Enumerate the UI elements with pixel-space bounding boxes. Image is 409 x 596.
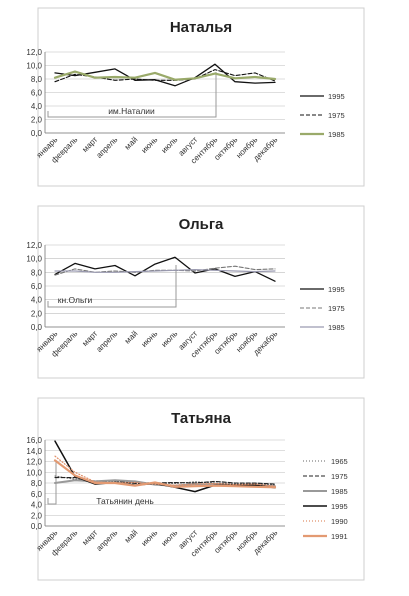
y-tick-label: 6,0 bbox=[31, 282, 43, 291]
legend-label: 1995 bbox=[331, 502, 348, 511]
y-tick-label: 8,0 bbox=[31, 479, 43, 488]
legend-label: 1995 bbox=[328, 92, 345, 101]
annotation-label: Татьянин день bbox=[96, 496, 154, 506]
y-tick-label: 2,0 bbox=[31, 511, 43, 520]
chart-1: Ольга0,02,04,06,08,010,012,0январьфеврал… bbox=[26, 205, 365, 379]
y-tick-label: 4,0 bbox=[31, 501, 43, 510]
chart-frame bbox=[37, 7, 365, 187]
legend-label: 1985 bbox=[331, 487, 348, 496]
chart-frame bbox=[37, 205, 365, 379]
y-tick-label: 12,0 bbox=[26, 458, 42, 467]
y-tick-label: 16,0 bbox=[26, 436, 42, 445]
legend-label: 1995 bbox=[328, 285, 345, 294]
y-tick-label: 4,0 bbox=[31, 102, 43, 111]
series-line-1991 bbox=[53, 459, 277, 489]
legend-label: 1965 bbox=[331, 457, 348, 466]
legend-label: 1975 bbox=[328, 304, 345, 313]
y-tick-label: 6,0 bbox=[31, 89, 43, 98]
y-tick-label: 2,0 bbox=[31, 116, 43, 125]
legend-label: 1990 bbox=[331, 517, 348, 526]
series-line-1995 bbox=[54, 256, 276, 282]
legend-label: 1975 bbox=[331, 472, 348, 481]
chart-title: Татьяна bbox=[171, 410, 232, 427]
y-tick-label: 8,0 bbox=[31, 75, 43, 84]
annotation-label: им.Наталии bbox=[108, 106, 155, 116]
legend-label: 1985 bbox=[328, 130, 345, 139]
y-tick-label: 2,0 bbox=[31, 309, 43, 318]
y-tick-label: 12,0 bbox=[26, 241, 42, 250]
y-tick-label: 14,0 bbox=[26, 447, 42, 456]
annotation-label: кн.Ольги bbox=[58, 295, 93, 305]
y-tick-label: 0,0 bbox=[31, 522, 43, 531]
y-tick-label: 0,0 bbox=[31, 129, 43, 138]
series-line-1995 bbox=[54, 63, 276, 87]
chart-title: Ольга bbox=[179, 216, 224, 233]
y-tick-label: 0,0 bbox=[31, 323, 43, 332]
y-tick-label: 6,0 bbox=[31, 490, 43, 499]
y-tick-label: 10,0 bbox=[26, 468, 42, 477]
chart-title: Наталья bbox=[170, 19, 232, 36]
annotation-bracket bbox=[47, 72, 217, 118]
y-tick-label: 4,0 bbox=[31, 296, 43, 305]
y-tick-label: 8,0 bbox=[31, 268, 43, 277]
y-tick-label: 10,0 bbox=[26, 62, 42, 71]
legend-label: 1975 bbox=[328, 111, 345, 120]
series-line-1985 bbox=[53, 70, 277, 81]
legend-label: 1985 bbox=[328, 323, 345, 332]
series-line-1985 bbox=[54, 269, 276, 273]
y-tick-label: 10,0 bbox=[26, 255, 42, 264]
y-tick-label: 12,0 bbox=[26, 48, 42, 57]
legend-label: 1991 bbox=[331, 532, 348, 541]
annotation-bracket bbox=[47, 265, 177, 308]
chart-0: Наталья0,02,04,06,08,010,012,0январьфевр… bbox=[26, 7, 365, 187]
chart-2: Татьяна0,02,04,06,08,010,012,014,016,0ян… bbox=[26, 397, 365, 581]
